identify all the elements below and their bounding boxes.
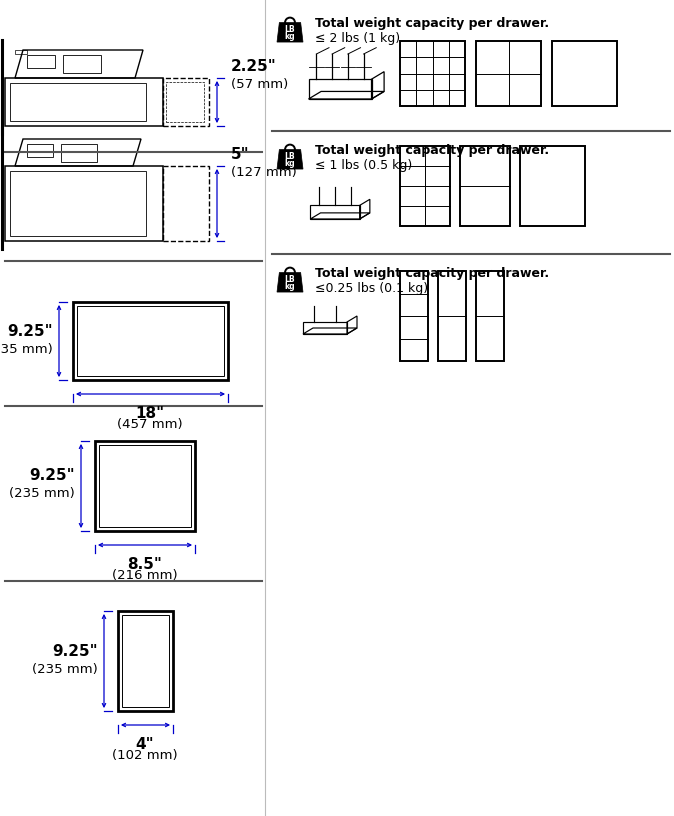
Text: kg: kg [284, 159, 295, 168]
Bar [5, 78, 163, 126]
Bar [61, 144, 97, 162]
Bar [99, 445, 191, 527]
Bar [400, 271, 428, 361]
Text: LB: LB [284, 275, 295, 284]
Bar [163, 78, 209, 126]
Bar [27, 144, 53, 157]
Polygon shape [277, 273, 303, 292]
Bar [400, 146, 450, 226]
Text: 9.25": 9.25" [53, 644, 98, 659]
Bar [166, 82, 204, 122]
Text: (216 mm): (216 mm) [112, 569, 178, 582]
Bar [163, 166, 209, 241]
Bar [10, 83, 146, 121]
Bar [77, 306, 224, 376]
Bar [520, 146, 585, 226]
Text: 9.25": 9.25" [7, 323, 53, 339]
Text: 8.5": 8.5" [127, 557, 162, 572]
Text: 2.25": 2.25" [231, 59, 277, 74]
Text: 9.25": 9.25" [30, 468, 75, 484]
Text: (57 mm): (57 mm) [231, 78, 288, 91]
Text: kg: kg [284, 32, 295, 41]
Polygon shape [277, 23, 303, 42]
Text: Total weight capacity per drawer.: Total weight capacity per drawer. [315, 144, 549, 157]
Bar [15, 50, 27, 54]
Text: (127 mm): (127 mm) [231, 166, 297, 179]
Bar [118, 611, 173, 711]
Bar [438, 271, 466, 361]
Text: (235 mm): (235 mm) [32, 663, 98, 676]
Text: 18": 18" [135, 406, 164, 421]
Text: 5": 5" [231, 147, 249, 162]
Text: ≤0.25 lbs (0.1 kg): ≤0.25 lbs (0.1 kg) [315, 282, 428, 295]
Text: ≤ 2 lbs (1 kg): ≤ 2 lbs (1 kg) [315, 32, 400, 45]
Bar [400, 41, 465, 106]
Text: Total weight capacity per drawer.: Total weight capacity per drawer. [315, 17, 549, 30]
Text: 4": 4" [135, 737, 154, 752]
Text: (235 mm): (235 mm) [9, 487, 75, 500]
Text: kg: kg [284, 282, 295, 291]
Bar [5, 166, 163, 241]
Bar [10, 171, 146, 236]
Bar [63, 55, 101, 73]
Bar [73, 302, 228, 380]
Text: LB: LB [284, 25, 295, 34]
Bar [27, 55, 55, 68]
Bar [476, 41, 541, 106]
Bar [476, 271, 504, 361]
Bar [460, 146, 510, 226]
Text: LB: LB [284, 152, 295, 161]
Bar [95, 441, 195, 531]
Bar [122, 615, 169, 707]
Text: Total weight capacity per drawer.: Total weight capacity per drawer. [315, 267, 549, 280]
Text: (235 mm): (235 mm) [0, 343, 53, 356]
Polygon shape [277, 149, 303, 169]
Text: (457 mm): (457 mm) [117, 418, 183, 431]
Bar [552, 41, 617, 106]
Text: (102 mm): (102 mm) [112, 749, 178, 762]
Text: ≤ 1 lbs (0.5 kg): ≤ 1 lbs (0.5 kg) [315, 159, 412, 172]
